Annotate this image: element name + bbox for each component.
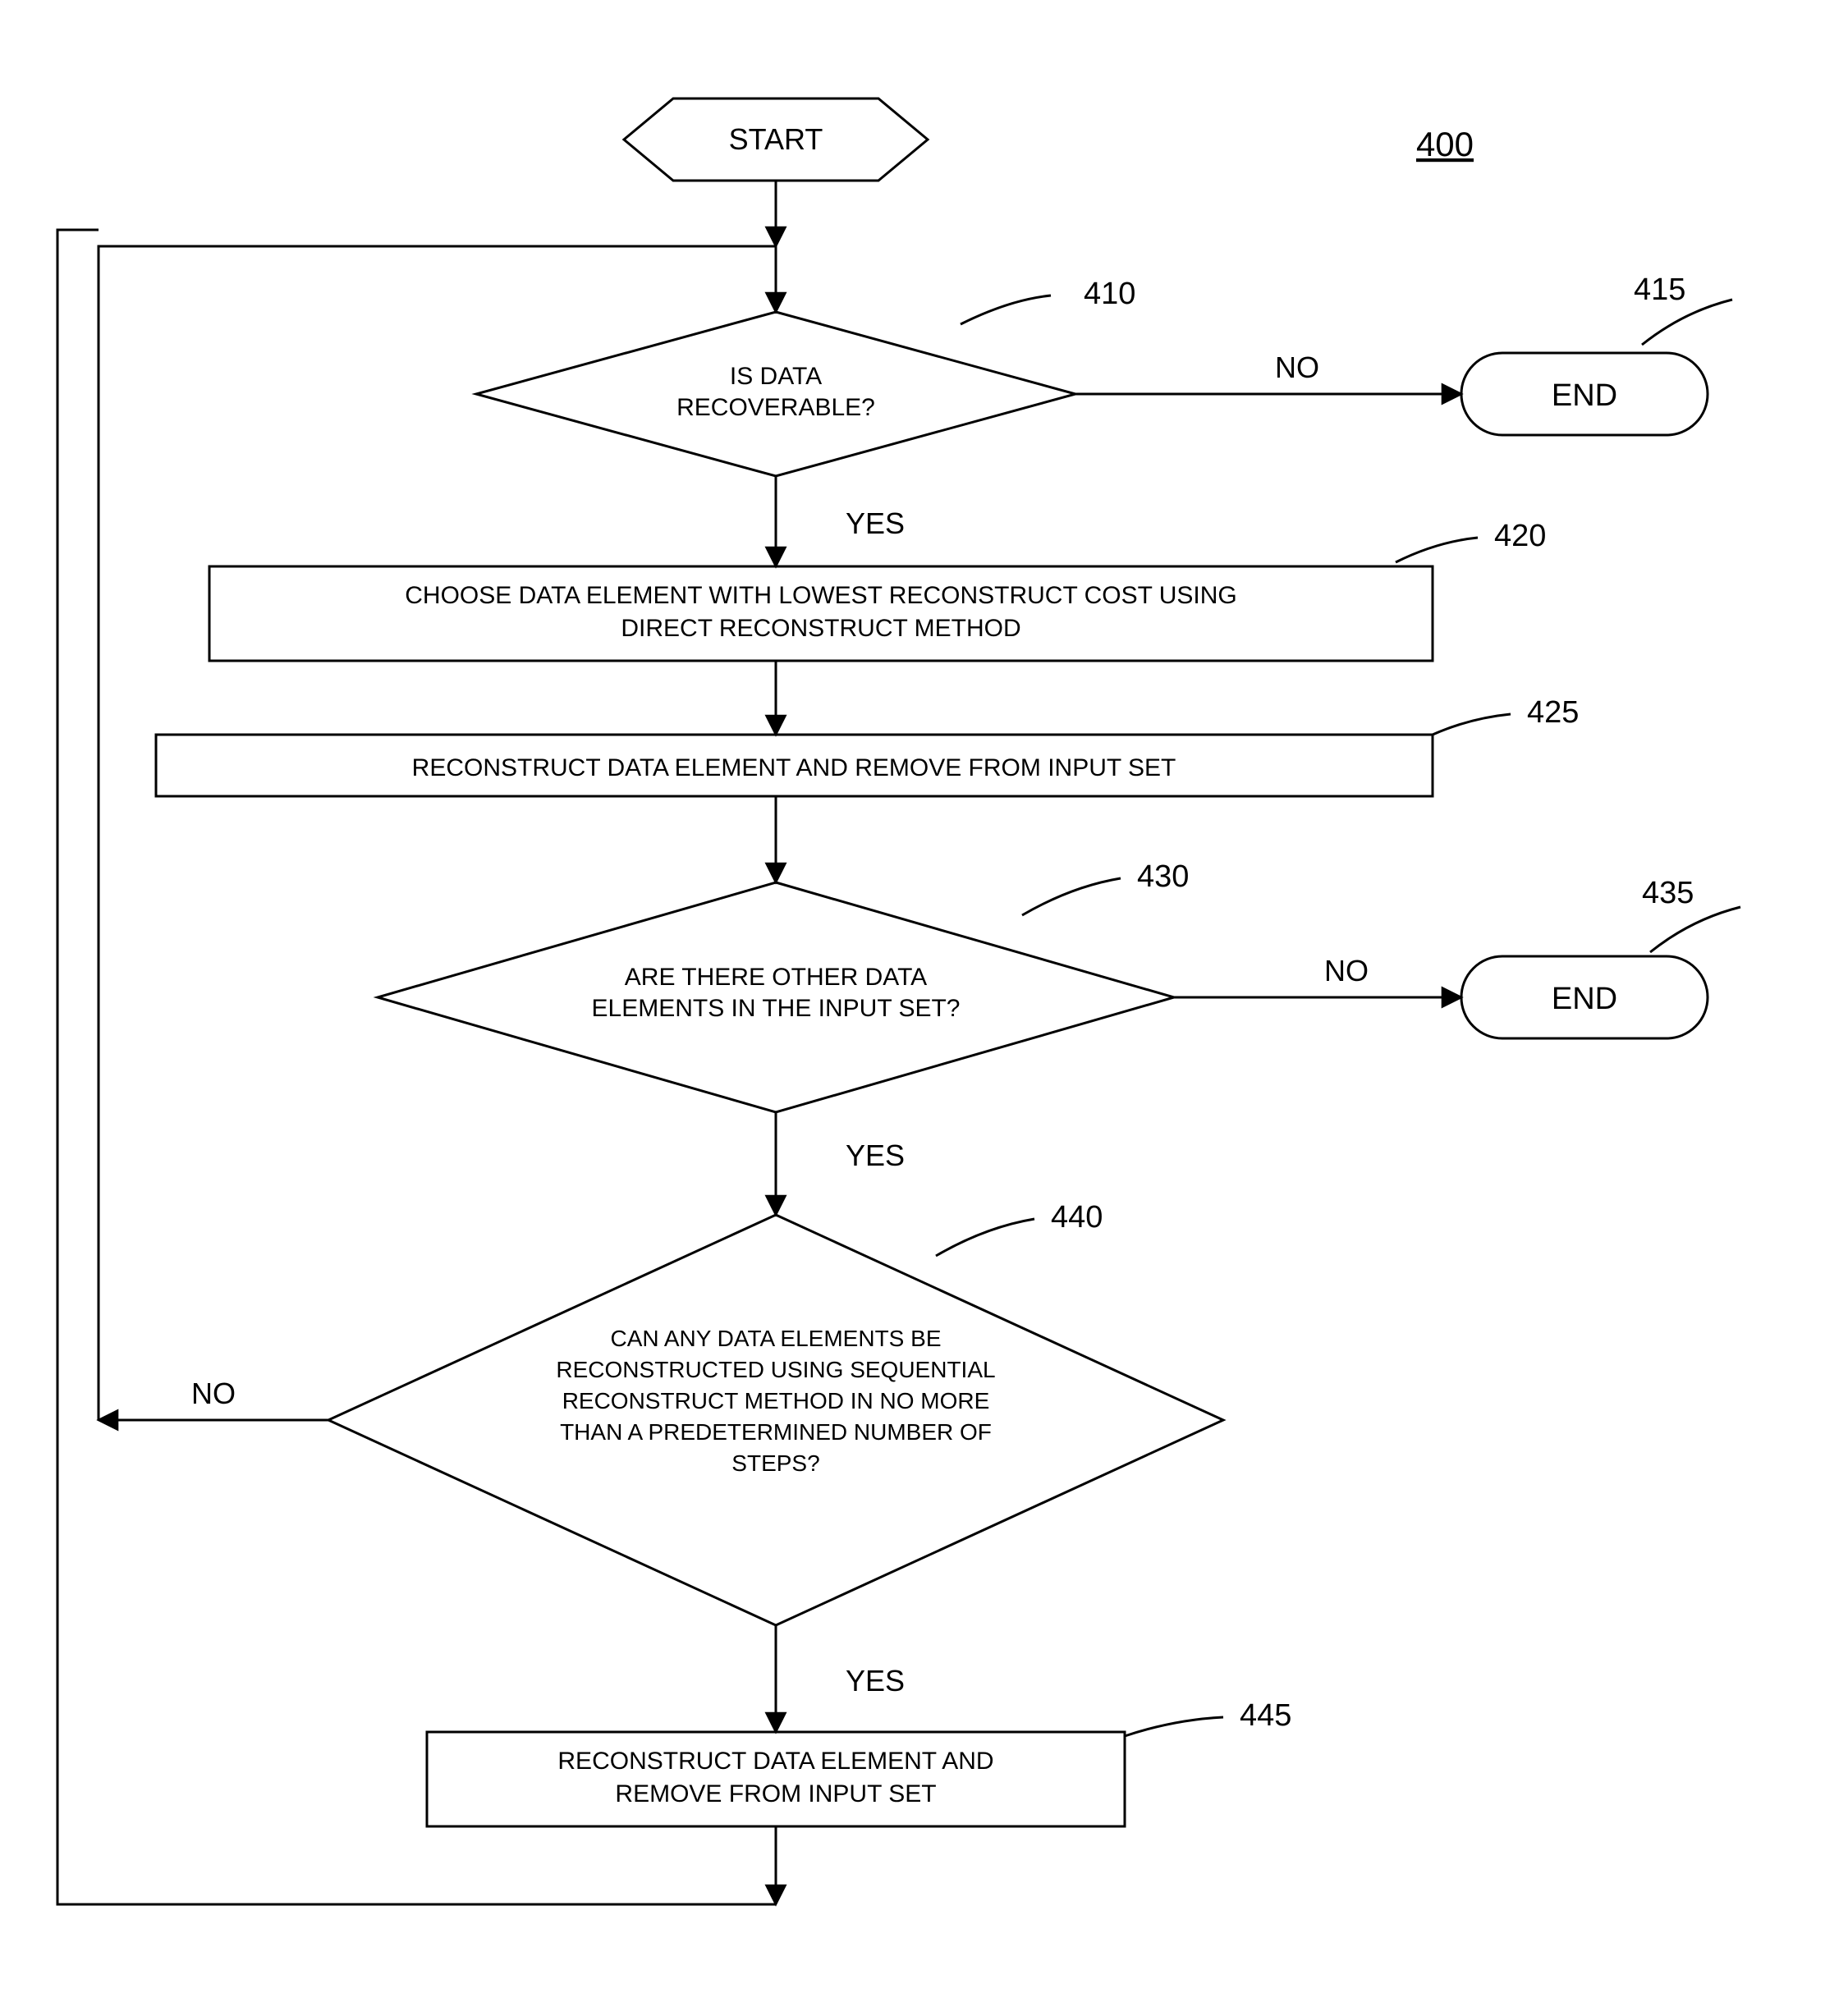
node-d430-text2: ELEMENTS IN THE INPUT SET? <box>592 995 961 1022</box>
node-p420-text1: CHOOSE DATA ELEMENT WITH LOWEST RECONSTR… <box>405 582 1236 609</box>
ref-440-leader <box>936 1219 1034 1256</box>
node-d440-text2: RECONSTRUCTED USING SEQUENTIAL <box>556 1357 995 1382</box>
ref-410-leader <box>961 296 1051 324</box>
edge-d410-no-label: NO <box>1275 350 1319 384</box>
ref-435-leader <box>1650 907 1740 952</box>
ref-420: 420 <box>1494 519 1546 553</box>
edge-p445-loop <box>57 230 776 1904</box>
figure-label: 400 <box>1416 125 1474 163</box>
node-d410: IS DATA RECOVERABLE? <box>476 312 1075 476</box>
node-end415-label: END <box>1552 378 1617 413</box>
node-d440-text1: CAN ANY DATA ELEMENTS BE <box>610 1326 941 1351</box>
node-p425-text: RECONSTRUCT DATA ELEMENT AND REMOVE FROM… <box>412 754 1176 781</box>
node-d440-text3: RECONSTRUCT METHOD IN NO MORE <box>562 1388 990 1413</box>
node-d440: CAN ANY DATA ELEMENTS BE RECONSTRUCTED U… <box>328 1215 1223 1625</box>
edge-d440-loop: NO <box>99 246 776 1420</box>
node-end435: END <box>1461 956 1708 1038</box>
node-start-label: START <box>729 122 823 156</box>
ref-430: 430 <box>1137 859 1189 894</box>
edge-d440-yes-label: YES <box>846 1664 905 1697</box>
node-start: START <box>624 99 928 181</box>
node-end415: END <box>1461 353 1708 435</box>
node-p420: CHOOSE DATA ELEMENT WITH LOWEST RECONSTR… <box>209 566 1433 661</box>
node-p425: RECONSTRUCT DATA ELEMENT AND REMOVE FROM… <box>156 735 1433 796</box>
edge-d410-yes-label: YES <box>846 506 905 540</box>
ref-425-leader <box>1433 714 1511 735</box>
node-d430-text1: ARE THERE OTHER DATA <box>625 964 927 991</box>
ref-425: 425 <box>1527 695 1579 730</box>
edge-d430-no-label: NO <box>1324 954 1369 987</box>
node-d440-text4: THAN A PREDETERMINED NUMBER OF <box>560 1419 992 1445</box>
node-d410-text2: RECOVERABLE? <box>676 394 875 421</box>
node-d410-text1: IS DATA <box>730 363 822 390</box>
ref-445-leader <box>1125 1717 1223 1736</box>
node-p420-text2: DIRECT RECONSTRUCT METHOD <box>621 615 1020 642</box>
node-p445-text2: REMOVE FROM INPUT SET <box>615 1780 936 1807</box>
node-d430: ARE THERE OTHER DATA ELEMENTS IN THE INP… <box>378 882 1174 1112</box>
node-d440-text5: STEPS? <box>731 1450 819 1476</box>
node-end435-label: END <box>1552 982 1617 1016</box>
edge-d440-no-label: NO <box>191 1377 236 1410</box>
flowchart-canvas: 400 START IS DATA RECOVERABLE? 410 NO EN… <box>0 0 1848 1989</box>
edge-d430-yes-label: YES <box>846 1139 905 1172</box>
ref-410: 410 <box>1084 277 1135 311</box>
ref-435: 435 <box>1642 876 1694 910</box>
ref-445: 445 <box>1240 1698 1291 1733</box>
ref-415: 415 <box>1634 273 1685 307</box>
node-p445-text1: RECONSTRUCT DATA ELEMENT AND <box>557 1748 993 1775</box>
ref-420-leader <box>1396 538 1478 562</box>
node-p445: RECONSTRUCT DATA ELEMENT AND REMOVE FROM… <box>427 1732 1125 1826</box>
ref-440: 440 <box>1051 1200 1103 1235</box>
ref-430-leader <box>1022 878 1121 915</box>
